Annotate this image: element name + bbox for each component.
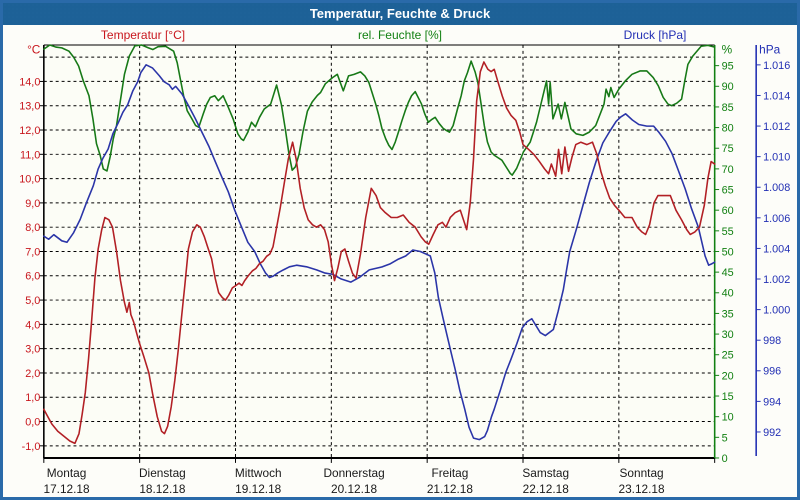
humidity-axis-label: 60 bbox=[722, 205, 734, 217]
humidity-axis-label: 20 bbox=[722, 370, 734, 382]
temp-axis-label: 2,0 bbox=[25, 368, 40, 380]
pressure-axis-label: 998 bbox=[763, 335, 781, 347]
chart-canvas: -1,0 0,0 1,0 2,0 3,0 4,0 5,0 6,0 7,0 8,0 9,0 10,0 11… bbox=[19, 42, 790, 496]
humidity-axis-label: 0 bbox=[722, 453, 728, 465]
pressure-axis-label: 992 bbox=[763, 427, 781, 439]
temp-axis-label: 4,0 bbox=[25, 319, 40, 331]
humidity-axis-label: 55 bbox=[722, 226, 734, 238]
humidity-axis-label: 45 bbox=[722, 267, 734, 279]
pressure-axis-label: 1.010 bbox=[763, 152, 790, 164]
humidity-axis-label: 75 bbox=[722, 143, 734, 155]
temp-axis-label: 11,0 bbox=[20, 149, 40, 161]
temp-axis-label: 12,0 bbox=[19, 125, 40, 137]
temp-axis-label: -1,0 bbox=[22, 441, 41, 453]
day-date-label: 23.12.18 bbox=[619, 482, 666, 496]
humidity-axis-label: 30 bbox=[722, 329, 734, 341]
temp-axis-label: 10,0 bbox=[19, 174, 40, 186]
humidity-axis-label: 85 bbox=[722, 102, 734, 114]
pressure-axis-label: 996 bbox=[763, 366, 781, 378]
temp-axis-label: 13,0 bbox=[19, 101, 40, 113]
day-name-label: Montag bbox=[47, 466, 87, 480]
day-date-label: 22.12.18 bbox=[523, 482, 570, 496]
day-name-label: Freitag bbox=[431, 466, 468, 480]
window-title: Temperatur, Feuchte & Druck bbox=[309, 6, 491, 21]
pressure-axis-label: 1.014 bbox=[763, 90, 790, 102]
day-date-label: 18.12.18 bbox=[139, 482, 186, 496]
humidity-axis-label: 10 bbox=[722, 412, 734, 424]
humidity-axis-label: 50 bbox=[722, 246, 734, 258]
humidity-axis-label: 35 bbox=[722, 308, 734, 320]
humidity-axis-label: 65 bbox=[722, 184, 734, 196]
humidity-axis-label: 95 bbox=[722, 61, 734, 73]
pressure-axis-label: 1.006 bbox=[763, 213, 790, 225]
temp-axis-label: 9,0 bbox=[25, 198, 40, 210]
temp-axis-label: 14,0 bbox=[19, 76, 40, 88]
humidity-axis-label: 25 bbox=[722, 350, 734, 362]
pressure-axis-label: 1.004 bbox=[763, 243, 790, 255]
day-name-label: Donnerstag bbox=[323, 466, 384, 480]
pressure-axis-label: 1.012 bbox=[763, 121, 790, 133]
temp-axis-label: 8,0 bbox=[25, 222, 40, 234]
title-bar: Temperatur, Feuchte & Druck bbox=[3, 3, 797, 25]
day-name-label: Sonntag bbox=[620, 466, 664, 480]
humidity-axis-label: 70 bbox=[722, 164, 734, 176]
pressure-axis-label: 1.000 bbox=[763, 305, 790, 317]
pressure-axis-label: 994 bbox=[763, 396, 781, 408]
day-date-label: 21.12.18 bbox=[427, 482, 474, 496]
temp-axis-unit: °C bbox=[27, 42, 41, 56]
temp-axis-label: 7,0 bbox=[25, 246, 40, 258]
temp-axis-label: 3,0 bbox=[25, 344, 40, 356]
temperature-line bbox=[43, 61, 716, 445]
temp-axis-label: 5,0 bbox=[25, 295, 40, 307]
chart-legend: Temperatur [°C] rel. Feuchte [%] Druck [… bbox=[3, 25, 797, 43]
day-name-label: Samstag bbox=[522, 466, 569, 480]
pressure-axis-unit: hPa bbox=[759, 42, 780, 56]
pressure-axis-label: 1.016 bbox=[763, 60, 790, 72]
day-name-label: Dienstag bbox=[139, 466, 186, 480]
humidity-axis-unit: % bbox=[722, 42, 733, 56]
humidity-axis-label: 90 bbox=[722, 81, 734, 93]
pressure-axis-label: 1.008 bbox=[763, 182, 790, 194]
legend-pressure-label: Druck [hPa] bbox=[623, 28, 687, 42]
pressure-line bbox=[43, 64, 716, 441]
legend-temperature-label: Temperatur [°C] bbox=[100, 28, 186, 42]
legend-humidity-label: rel. Feuchte [%] bbox=[357, 28, 443, 42]
temp-axis-label: 0,0 bbox=[25, 416, 40, 428]
humidity-line bbox=[43, 44, 716, 176]
humidity-axis-label: 80 bbox=[722, 123, 734, 135]
pressure-axis-label: 1.002 bbox=[763, 274, 790, 286]
humidity-axis-label: 5 bbox=[722, 432, 728, 444]
temp-axis-label: 6,0 bbox=[25, 271, 40, 283]
humidity-axis-label: 15 bbox=[722, 391, 734, 403]
day-date-label: 20.12.18 bbox=[331, 482, 378, 496]
day-name-label: Mittwoch bbox=[235, 466, 282, 480]
humidity-axis-label: 40 bbox=[722, 288, 734, 300]
day-date-label: 19.12.18 bbox=[235, 482, 282, 496]
day-date-label: 17.12.18 bbox=[43, 482, 90, 496]
temp-axis-label: 1,0 bbox=[25, 392, 40, 404]
